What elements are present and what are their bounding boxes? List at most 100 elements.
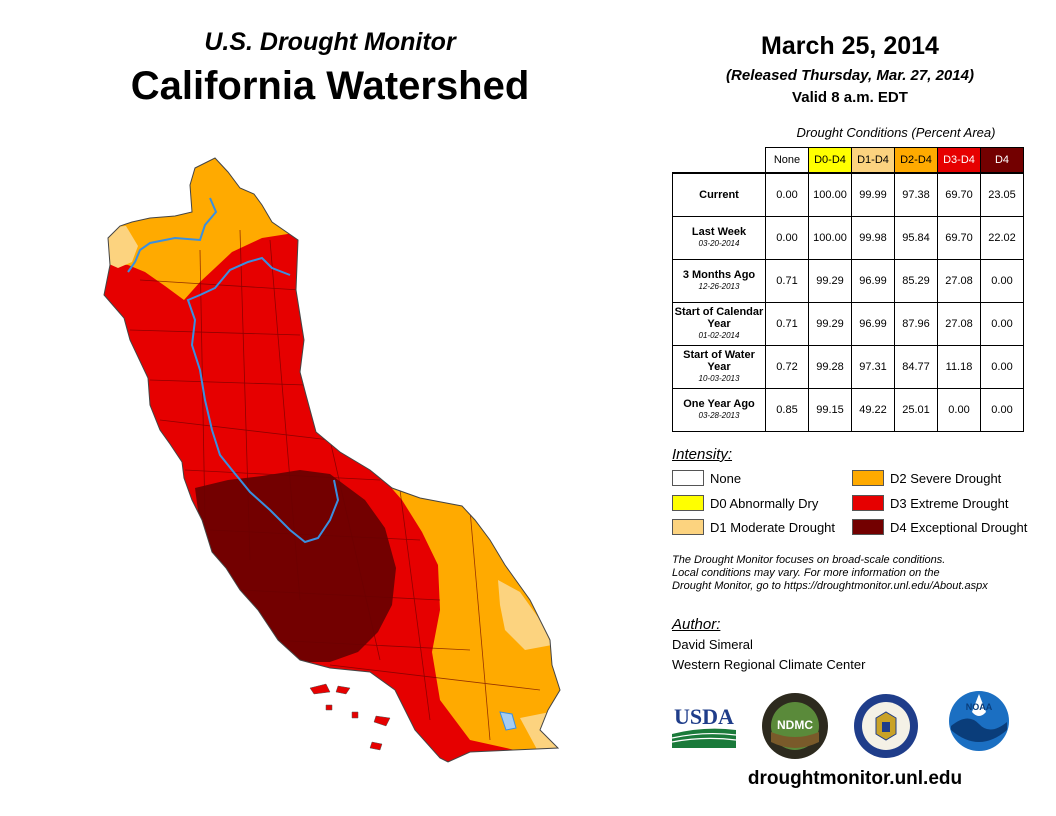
author-organization: Western Regional Climate Center: [672, 657, 866, 672]
disclaimer: The Drought Monitor focuses on broad-sca…: [672, 554, 1042, 593]
disclaimer-line: The Drought Monitor focuses on broad-sca…: [672, 554, 946, 566]
table-cell: 85.29: [894, 259, 938, 303]
legend-label: D4 Exceptional Drought: [890, 519, 1028, 535]
legend-label: D1 Moderate Drought: [710, 519, 836, 535]
table-cell: 95.84: [894, 216, 938, 260]
table-cell: 100.00: [808, 216, 852, 260]
column-header-d3-d4: D3-D4: [937, 147, 981, 174]
table-cell: 69.70: [937, 216, 981, 260]
table-cell: 0.00: [980, 302, 1024, 346]
table-row: 3 Months Ago 12-26-2013 0.71 99.29 96.99 85.2…: [672, 259, 1024, 303]
table-cell: 99.29: [808, 259, 852, 303]
row-date: 03-28-2013: [698, 411, 740, 420]
row-date: 01-02-2014: [698, 331, 740, 340]
table-caption: Drought Conditions (Percent Area): [796, 125, 996, 140]
table-cell: 27.08: [937, 302, 981, 346]
author-heading: Author:: [672, 616, 721, 633]
legend-swatch: [852, 519, 884, 535]
table-row: One Year Ago 03-28-2013 0.85 99.15 49.22 25.0…: [672, 388, 1024, 432]
row-label-text: Start of Water Year: [683, 349, 755, 373]
table-cell: 97.38: [894, 172, 938, 217]
table-row: Last Week 03-20-2014 0.00 100.00 99.98 95.84 6…: [672, 216, 1024, 260]
table-cell: 100.00: [808, 172, 852, 217]
site-url[interactable]: droughtmonitor.unl.edu: [747, 768, 963, 789]
row-label-text: Start of Calendar Year: [674, 306, 764, 330]
column-header-d1-d4: D1-D4: [851, 147, 895, 174]
channel-islands: [309, 683, 391, 751]
table-row: Current 0.00 100.00 99.99 97.38 69.70 23.05: [672, 172, 1024, 217]
legend-swatch: [852, 495, 884, 511]
table-cell: 99.99: [851, 172, 895, 217]
california-watershed-map: [103, 157, 561, 763]
d1-region-southeast: [498, 580, 552, 650]
row-date: 12-26-2013: [698, 282, 740, 291]
ndmc-logo-text: NDMC: [777, 718, 813, 732]
legend-item-d4: D4 Exceptional Drought: [852, 519, 1027, 535]
county-boundaries: [129, 229, 541, 741]
table-cell: 27.08: [937, 259, 981, 303]
table-cell: 69.70: [937, 172, 981, 217]
column-header-d0-d4: D0-D4: [808, 147, 852, 174]
table-cell: 0.85: [765, 388, 809, 432]
noaa-logo-icon: NOAA: [949, 691, 1009, 751]
legend-item-none: None: [672, 470, 741, 486]
column-header-d4: D4: [980, 147, 1024, 174]
table-body: Current 0.00 100.00 99.99 97.38 69.70 23.05 Las…: [672, 172, 1024, 432]
table-cell: 87.96: [894, 302, 938, 346]
noaa-logo-text: NOAA: [966, 702, 993, 712]
row-label: Start of Water Year 10-03-2013: [672, 345, 766, 389]
table-cell: 0.00: [937, 388, 981, 432]
table-cell: 0.00: [765, 172, 809, 217]
row-label: One Year Ago 03-28-2013: [672, 388, 766, 432]
row-label: Current: [672, 172, 766, 217]
table-row: Start of Calendar Year 01-02-2014 0.71 99.2…: [672, 302, 1024, 346]
usda-logo-text: USDA: [674, 704, 734, 729]
ndmc-logo-icon: NDMC: [762, 693, 828, 759]
table-cell: 0.71: [765, 302, 809, 346]
valid-time: Valid 8 a.m. EDT: [792, 89, 908, 106]
table-cell: 84.77: [894, 345, 938, 389]
disclaimer-line: Drought Monitor, go to https://droughtmo…: [672, 580, 988, 592]
table-cell: 22.02: [980, 216, 1024, 260]
legend-swatch: [672, 470, 704, 486]
table-cell: 99.28: [808, 345, 852, 389]
table-header-row: None D0-D4 D1-D4 D2-D4 D3-D4 D4: [672, 147, 1024, 174]
legend-item-d1: D1 Moderate Drought: [672, 519, 835, 535]
column-header-d2-d4: D2-D4: [894, 147, 938, 174]
table-cell: 0.72: [765, 345, 809, 389]
legend-item-d3: D3 Extreme Drought: [852, 495, 1009, 511]
state-outline: [103, 157, 561, 763]
row-label: Start of Calendar Year 01-02-2014: [672, 302, 766, 346]
table-cell: 0.00: [765, 216, 809, 260]
row-label: 3 Months Ago 12-26-2013: [672, 259, 766, 303]
table-row: Start of Water Year 10-03-2013 0.72 99.28 97…: [672, 345, 1024, 389]
table-cell: 49.22: [851, 388, 895, 432]
table-cell: 11.18: [937, 345, 981, 389]
table-cell: 96.99: [851, 259, 895, 303]
table-cell: 0.71: [765, 259, 809, 303]
table-cell: 0.00: [980, 388, 1024, 432]
release-date: (Released Thursday, Mar. 27, 2014): [726, 67, 974, 84]
report-date: March 25, 2014: [761, 32, 939, 60]
salton-sea: [499, 711, 517, 731]
row-label-text: Last Week: [691, 226, 747, 238]
usda-logo-icon: USDA: [671, 704, 737, 748]
author-name: David Simeral: [672, 637, 753, 652]
disclaimer-line: Local conditions may vary. For more info…: [672, 567, 940, 579]
row-date: 03-20-2014: [698, 239, 740, 248]
legend-swatch: [672, 495, 704, 511]
table-cell: 0.00: [980, 345, 1024, 389]
legend-label: D3 Extreme Drought: [890, 495, 1009, 511]
d2-region-southeast: [340, 448, 560, 760]
legend-item-d2: D2 Severe Drought: [852, 470, 1001, 486]
rivers: [127, 197, 340, 544]
row-label-text: One Year Ago: [683, 398, 755, 410]
table-cell: 0.00: [980, 259, 1024, 303]
legend-item-d0: D0 Abnormally Dry: [672, 495, 818, 511]
legend-label: D0 Abnormally Dry: [710, 495, 819, 511]
table-cell: 96.99: [851, 302, 895, 346]
legend-swatch: [672, 519, 704, 535]
table-cell: 97.31: [851, 345, 895, 389]
table-cell: 99.29: [808, 302, 852, 346]
legend-label: D2 Severe Drought: [890, 470, 1002, 486]
